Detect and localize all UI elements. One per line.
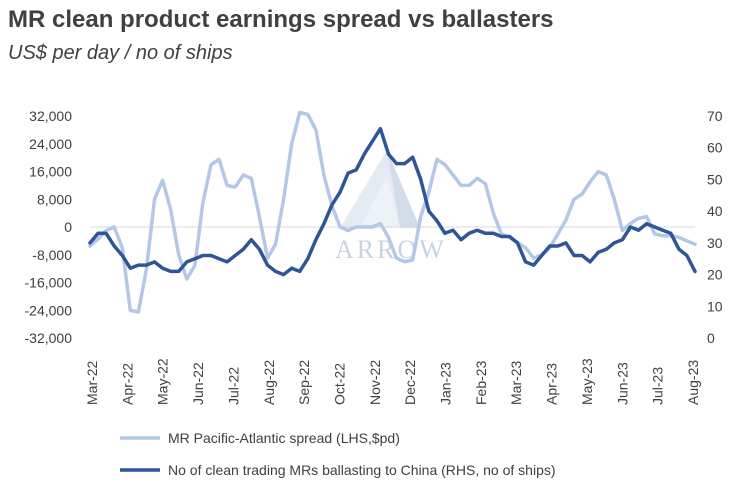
spread-line <box>88 110 697 314</box>
x-tick-label: Jul-22 <box>225 367 241 405</box>
x-tick-label: Aug-23 <box>685 360 701 405</box>
y-left-tick-label: 24,000 <box>29 136 72 152</box>
x-tick-label: Mar-22 <box>84 360 100 405</box>
x-tick-label: Aug-22 <box>261 360 277 405</box>
y-right-tick-label: 50 <box>707 171 723 187</box>
x-tick-label: May-23 <box>579 358 595 405</box>
x-tick-label: Sep-22 <box>296 360 312 405</box>
y-left-tick-label: 0 <box>64 219 72 235</box>
chart-title: MR clean product earnings spread vs ball… <box>8 6 554 33</box>
y-right-tick-label: 10 <box>707 298 723 314</box>
y-right-tick-label: 60 <box>707 140 723 156</box>
y-left-tick-label: 16,000 <box>29 164 72 180</box>
y-right-tick-label: 20 <box>707 267 723 283</box>
x-tick-label: Mar-23 <box>508 360 524 405</box>
chart-subtitle: US$ per day / no of ships <box>8 42 233 64</box>
y-left-tick-label: 8,000 <box>37 191 72 207</box>
x-tick-label: Jun-23 <box>614 362 630 405</box>
y-left-tick-label: -8,000 <box>32 247 72 263</box>
y-left-tick-label: -32,000 <box>25 330 73 346</box>
legend-label-ships-line: No of clean trading MRs ballasting to Ch… <box>168 462 556 478</box>
y-right-tick-label: 30 <box>707 235 723 251</box>
ships-line <box>88 126 697 277</box>
x-tick-label: Apr-22 <box>119 363 135 405</box>
y-left-tick-label: -24,000 <box>25 302 73 318</box>
legend-label-spread-line: MR Pacific-Atlantic spread (LHS,$pd) <box>168 430 400 446</box>
x-tick-label: Jun-22 <box>190 362 206 405</box>
x-tick-label: Apr-23 <box>544 363 560 405</box>
x-tick-label: Dec-22 <box>402 360 418 405</box>
x-tick-label: Jan-23 <box>438 362 454 405</box>
arrow-watermark: ARROW <box>335 150 444 264</box>
y-left-tick-label: 32,000 <box>29 108 72 124</box>
y-left-tick-label: -16,000 <box>25 275 73 291</box>
x-tick-label: Nov-22 <box>367 360 383 405</box>
x-tick-label: Feb-23 <box>473 360 489 405</box>
x-tick-label: Jul-23 <box>650 367 666 405</box>
y-right-tick-label: 0 <box>707 330 715 346</box>
x-tick-label: Oct-22 <box>331 363 347 405</box>
y-right-tick-label: 70 <box>707 108 723 124</box>
y-right-tick-label: 40 <box>707 203 723 219</box>
x-tick-label: May-22 <box>155 358 171 405</box>
